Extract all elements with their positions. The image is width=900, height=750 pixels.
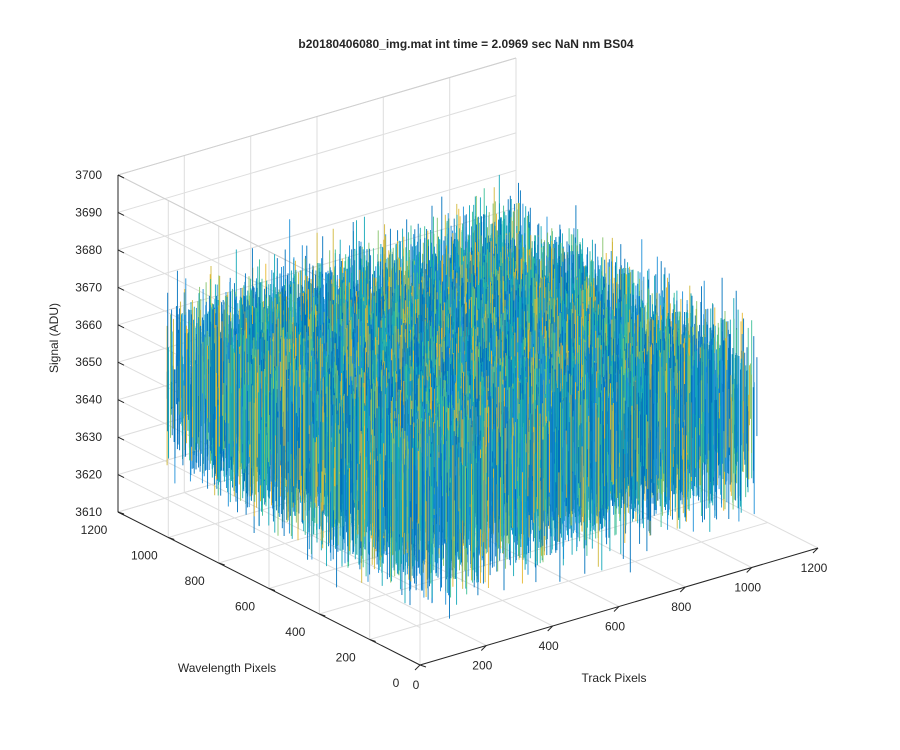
gridline-z-right bbox=[117, 132, 517, 251]
gridline-z-right bbox=[117, 169, 517, 288]
gridline-z-right bbox=[117, 94, 517, 213]
gridline-z-left bbox=[117, 474, 421, 629]
gridline-y-floor bbox=[369, 522, 768, 640]
surface-plot bbox=[166, 174, 758, 619]
box-edge bbox=[117, 57, 517, 176]
